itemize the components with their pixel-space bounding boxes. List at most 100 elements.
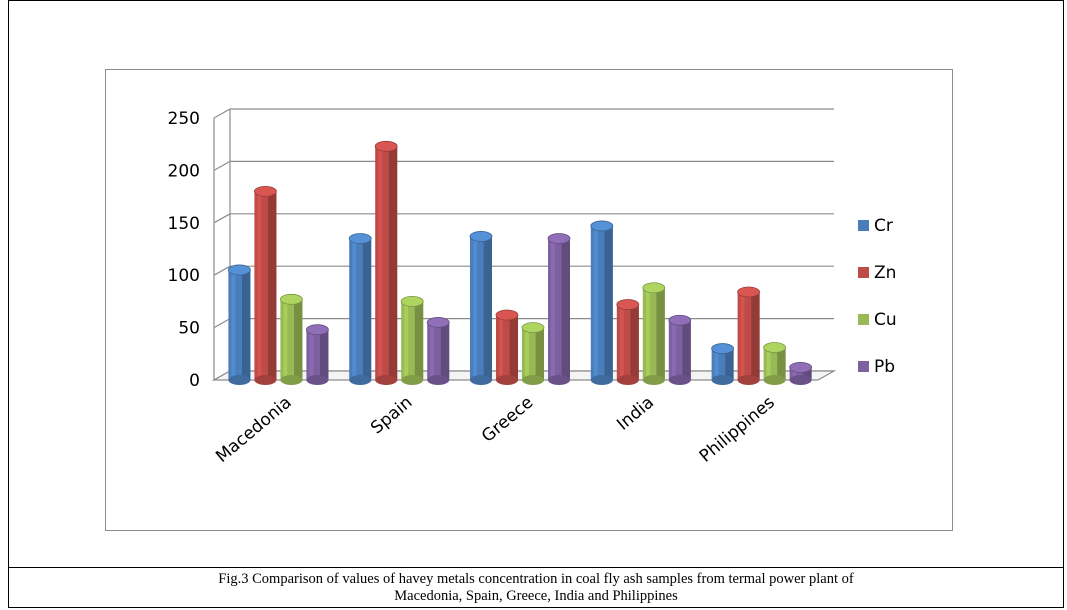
figure-border: Fig.3 Comparison of values of havey meta…	[8, 0, 1064, 608]
bar-base	[306, 375, 329, 385]
bar-base	[642, 375, 665, 385]
bar-top	[400, 295, 424, 307]
bar-shade	[294, 299, 303, 380]
bar-shade	[561, 238, 570, 380]
bar-top	[279, 293, 303, 305]
bar-highlight	[766, 347, 771, 380]
bar-base	[737, 375, 760, 385]
y-tick-label: 0	[189, 371, 200, 391]
legend-swatch-cu	[858, 314, 869, 325]
bar-base	[590, 375, 613, 385]
bar-highlight	[231, 269, 236, 380]
bar-top	[590, 220, 614, 232]
caption-divider	[9, 567, 1063, 568]
bar-highlight	[499, 315, 503, 380]
bar-base	[548, 375, 570, 385]
y-tick-label: 200	[168, 161, 200, 181]
bar-top	[642, 282, 666, 294]
bar-highlight	[283, 299, 288, 380]
bar-base	[427, 375, 450, 385]
bar-top	[668, 314, 692, 326]
gridline-side	[213, 108, 231, 119]
bar-highlight	[740, 291, 745, 380]
caption-line-2: Macedonia, Spain, Greece, India and Phil…	[394, 588, 678, 604]
category-label: India	[613, 393, 658, 435]
legend-label-pb: Pb	[874, 357, 895, 377]
bar-top	[711, 343, 734, 354]
bar-highlight	[714, 348, 719, 380]
gridline-side	[213, 160, 231, 171]
bar-top	[763, 342, 786, 353]
category-label: Greece	[478, 393, 537, 447]
bar-base	[616, 375, 639, 385]
bar-highlight	[551, 238, 555, 380]
bar-shade	[440, 322, 450, 380]
bar-base	[228, 375, 251, 385]
bar-highlight	[645, 287, 650, 380]
bar-top	[616, 299, 640, 310]
bar-shade	[751, 291, 760, 380]
bar-base	[522, 375, 544, 385]
bar-shade	[268, 191, 277, 380]
bar-base	[375, 375, 398, 385]
y-tick-label: 50	[178, 319, 200, 339]
bar-shade	[535, 327, 544, 380]
legend-swatch-zn	[858, 267, 869, 278]
bar-top	[348, 233, 372, 244]
bar-shade	[682, 320, 691, 380]
y-tick-label: 250	[168, 109, 200, 129]
bar-top	[227, 264, 251, 276]
bar-shade	[656, 287, 665, 380]
bar-top	[469, 231, 493, 242]
bar-shade	[777, 347, 786, 380]
figure-caption: Fig.3 Comparison of values of havey meta…	[9, 571, 1063, 605]
bar-top	[253, 185, 277, 197]
bar-highlight	[593, 225, 598, 380]
category-label: Macedonia	[212, 393, 295, 467]
bar-highlight	[525, 327, 529, 380]
bar-base	[763, 375, 786, 385]
y-tick-label: 100	[168, 266, 200, 286]
bar-highlight	[404, 301, 409, 380]
bar-base	[401, 375, 424, 385]
bar-base	[711, 375, 734, 385]
bar-shade	[803, 367, 812, 380]
bar-top	[305, 324, 329, 336]
bar-base	[254, 375, 277, 385]
bar-shade	[483, 236, 492, 380]
bar-highlight	[257, 191, 262, 380]
gridline-side	[213, 318, 231, 329]
caption-line-1: Fig.3 Comparison of values of havey meta…	[218, 571, 854, 587]
bar-highlight	[792, 367, 797, 380]
bar-base	[496, 375, 518, 385]
bar-shade	[725, 348, 734, 380]
bar-shade	[604, 225, 613, 380]
bar-top	[374, 140, 398, 152]
bar-shade	[509, 315, 518, 380]
bar-base	[470, 375, 492, 385]
bar-shade	[388, 146, 398, 380]
category-label: Spain	[367, 393, 416, 439]
legend-label-cu: Cu	[874, 310, 897, 330]
legend-label-zn: Zn	[874, 263, 896, 283]
bar-highlight	[619, 304, 624, 380]
y-tick-label: 150	[168, 214, 200, 234]
bar-highlight	[671, 320, 676, 380]
bar-base	[349, 375, 372, 385]
bar-base	[280, 375, 303, 385]
bar-highlight	[378, 146, 383, 380]
bar-shade	[630, 304, 639, 380]
bar-base	[789, 375, 812, 385]
legend-swatch-cr	[858, 220, 869, 231]
bar-shade	[242, 269, 251, 380]
bar-highlight	[309, 329, 314, 380]
gridline-side	[213, 213, 231, 224]
bar-top	[737, 286, 760, 298]
bar-highlight	[352, 238, 357, 380]
gridline-side	[213, 265, 231, 276]
bar-top	[426, 316, 450, 328]
legend-swatch-pb	[858, 361, 869, 372]
bar-shade	[320, 329, 329, 380]
legend-label-cr: Cr	[874, 216, 893, 236]
